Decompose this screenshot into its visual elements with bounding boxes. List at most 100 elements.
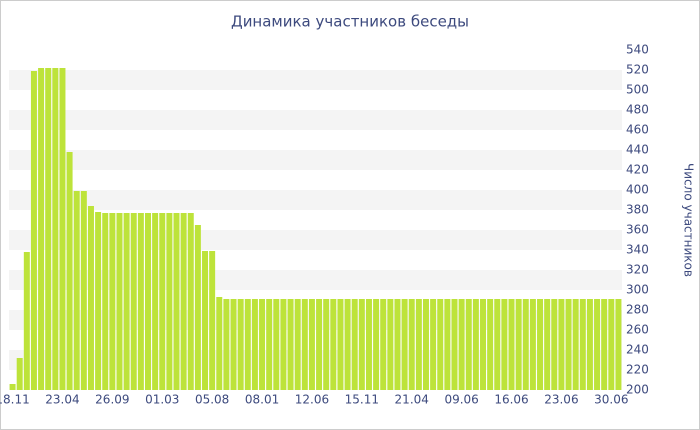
y-tick-label: 320 (626, 263, 649, 277)
y-tick-label: 260 (626, 323, 649, 337)
bar (465, 299, 472, 390)
x-tick-label: 15.11 (345, 393, 379, 407)
x-tick-label: 05.08 (195, 393, 229, 407)
grid-band (9, 110, 622, 130)
bar (351, 299, 358, 390)
bar (601, 299, 608, 390)
bar (344, 299, 351, 390)
x-tick-label: 30.06 (594, 393, 628, 407)
y-tick-label: 520 (626, 63, 649, 77)
bar (223, 299, 230, 390)
bar (515, 299, 522, 390)
bar (487, 299, 494, 390)
bar (152, 213, 159, 390)
y-tick-label: 360 (626, 223, 649, 237)
bar (230, 299, 237, 390)
bar (422, 299, 429, 390)
x-tick-label: 18.11 (0, 393, 30, 407)
bar (280, 299, 287, 390)
bar (380, 299, 387, 390)
bar (45, 68, 52, 390)
bar (109, 213, 116, 390)
bar (579, 299, 586, 390)
y-axis-label: Число участников (682, 163, 696, 277)
bar (330, 299, 337, 390)
bar (173, 213, 180, 390)
bar (451, 299, 458, 390)
bar (287, 299, 294, 390)
bar (95, 212, 102, 390)
y-tick-label: 300 (626, 283, 649, 297)
bar (444, 299, 451, 390)
y-tick-label: 440 (626, 143, 649, 157)
bar (159, 213, 166, 390)
bar (9, 384, 16, 390)
bar (266, 299, 273, 390)
bar (123, 213, 130, 390)
x-tick-label: 23.06 (544, 393, 578, 407)
bar (323, 299, 330, 390)
grid-band (9, 70, 622, 90)
bar (294, 299, 301, 390)
bar (23, 252, 30, 390)
bar (401, 299, 408, 390)
bar (301, 299, 308, 390)
bar (408, 299, 415, 390)
bar (508, 299, 515, 390)
y-tick-label: 280 (626, 303, 649, 317)
bar (166, 213, 173, 390)
bar (209, 251, 216, 390)
bar (480, 299, 486, 390)
bar (16, 358, 23, 390)
grid-band (9, 190, 622, 210)
bar (251, 299, 258, 390)
x-tick-label: 16.06 (494, 393, 528, 407)
bar (52, 68, 59, 390)
chart-title: Динамика участников беседы (231, 13, 469, 31)
bar (358, 299, 365, 390)
bar (394, 299, 401, 390)
bar (216, 297, 223, 390)
bar (273, 299, 280, 390)
bar (137, 213, 144, 390)
y-tick-label: 200 (626, 383, 649, 397)
y-tick-label: 420 (626, 163, 649, 177)
y-tick-label: 500 (626, 83, 649, 97)
bar (187, 213, 194, 390)
bar (522, 299, 529, 390)
x-tick-label: 21.04 (395, 393, 429, 407)
bar (73, 191, 80, 390)
bar (458, 299, 465, 390)
bar (316, 299, 323, 390)
bar (116, 213, 123, 390)
bar (430, 299, 437, 390)
x-tick-label: 26.09 (95, 393, 129, 407)
bar (551, 299, 558, 390)
bar (202, 251, 209, 390)
bar (387, 299, 394, 390)
y-tick-label: 540 (626, 43, 649, 57)
bar (102, 213, 109, 390)
grid-band (9, 150, 622, 170)
y-tick-label: 340 (626, 243, 649, 257)
bar (608, 299, 615, 390)
y-tick-label: 240 (626, 343, 649, 357)
bar (38, 68, 45, 390)
bar (237, 299, 244, 390)
bar (558, 299, 565, 390)
bar (87, 206, 94, 390)
y-tick-label: 460 (626, 123, 649, 137)
bar (537, 299, 544, 390)
bar (130, 213, 137, 390)
bar (59, 68, 66, 390)
x-tick-label: 12.06 (295, 393, 329, 407)
bar (594, 299, 601, 390)
bar (259, 299, 266, 390)
bar (180, 213, 187, 390)
bar (244, 299, 251, 390)
bar (501, 299, 508, 390)
bar (337, 299, 344, 390)
bar (586, 299, 593, 390)
bar (572, 299, 579, 390)
